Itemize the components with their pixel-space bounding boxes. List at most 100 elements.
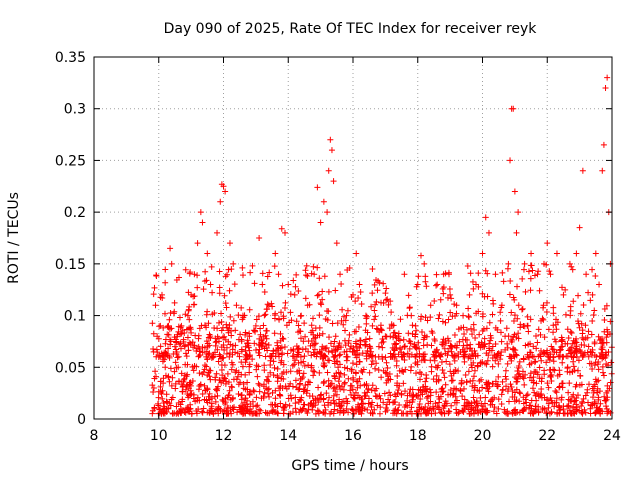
data-point — [322, 316, 329, 323]
data-point — [149, 407, 156, 414]
data-point — [568, 353, 575, 360]
data-point — [342, 327, 349, 334]
data-point — [356, 358, 363, 365]
data-point — [352, 298, 359, 305]
data-point — [484, 293, 491, 300]
data-point — [269, 303, 276, 310]
data-point — [157, 343, 164, 350]
data-point — [338, 402, 345, 409]
data-point — [538, 386, 545, 393]
data-point — [366, 335, 373, 342]
data-point — [562, 286, 569, 293]
data-point — [504, 344, 511, 351]
data-point — [427, 314, 434, 321]
data-point — [160, 399, 167, 406]
data-point — [463, 326, 470, 333]
data-point — [511, 312, 518, 319]
data-point — [553, 399, 560, 406]
data-point — [242, 331, 249, 338]
data-point — [559, 353, 566, 360]
data-point — [314, 350, 321, 357]
data-point — [168, 382, 175, 389]
data-point — [437, 296, 444, 303]
data-point — [584, 389, 591, 396]
data-point — [402, 401, 409, 408]
data-point — [373, 393, 380, 400]
data-point — [442, 319, 449, 326]
data-point — [208, 263, 215, 270]
data-point — [272, 395, 279, 402]
data-point — [187, 391, 194, 398]
data-point — [214, 387, 221, 394]
data-point — [246, 392, 253, 399]
data-point — [361, 381, 368, 388]
data-point — [221, 292, 228, 299]
data-point — [394, 389, 401, 396]
data-point — [316, 369, 323, 376]
data-point — [516, 398, 523, 405]
data-point — [242, 395, 249, 402]
data-point — [365, 386, 372, 393]
data-point — [573, 353, 580, 360]
data-point — [521, 323, 528, 330]
data-point — [384, 364, 391, 371]
data-point — [239, 272, 246, 279]
data-point — [392, 393, 399, 400]
data-point — [283, 322, 290, 329]
data-point — [251, 327, 258, 334]
data-point — [506, 291, 513, 298]
data-point — [192, 332, 199, 339]
data-point — [368, 404, 375, 411]
data-point — [224, 271, 231, 278]
data-point — [590, 312, 597, 319]
data-point — [264, 386, 271, 393]
data-point — [547, 395, 554, 402]
data-point — [339, 306, 346, 313]
data-point — [528, 360, 535, 367]
data-point — [434, 281, 441, 288]
data-point — [499, 269, 506, 276]
data-point — [447, 387, 454, 394]
data-point — [401, 356, 408, 363]
data-point — [175, 364, 182, 371]
data-point — [428, 342, 435, 349]
data-point — [338, 344, 345, 351]
data-point — [275, 271, 282, 278]
data-point — [524, 313, 531, 320]
data-point — [323, 344, 330, 351]
data-point — [386, 399, 393, 406]
data-point — [174, 331, 181, 338]
data-point — [431, 337, 438, 344]
data-point — [186, 303, 193, 310]
data-point — [204, 385, 211, 392]
data-point — [203, 348, 210, 355]
data-point — [215, 319, 222, 326]
data-point — [287, 380, 294, 387]
data-point — [196, 325, 203, 332]
data-point — [201, 362, 208, 369]
data-point — [592, 359, 599, 366]
data-point — [385, 373, 392, 380]
data-point — [429, 329, 436, 336]
data-point — [467, 378, 474, 385]
data-point — [376, 410, 383, 417]
data-point — [520, 266, 527, 273]
data-point — [358, 396, 365, 403]
data-point — [357, 288, 364, 295]
data-point — [182, 311, 189, 318]
data-point — [495, 396, 502, 403]
data-point — [430, 351, 437, 358]
data-point — [317, 392, 324, 399]
data-point — [330, 343, 337, 350]
data-point — [406, 345, 413, 352]
data-point — [269, 409, 276, 416]
data-point — [232, 327, 239, 334]
data-point — [595, 333, 602, 340]
data-point — [276, 385, 283, 392]
data-point — [554, 410, 561, 417]
data-point — [357, 408, 364, 415]
data-point — [573, 339, 580, 346]
data-point — [181, 329, 188, 336]
data-point — [492, 341, 499, 348]
data-point — [568, 410, 575, 417]
